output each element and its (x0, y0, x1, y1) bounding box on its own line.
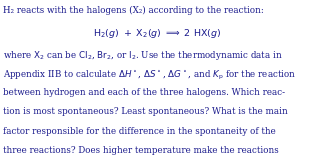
Text: three reactions? Does higher temperature make the reactions: three reactions? Does higher temperature… (3, 146, 279, 155)
Text: where $\mathrm{X_2}$ can be $\mathrm{Cl_2}$, $\mathrm{Br_2}$, or $\mathrm{I_2}$.: where $\mathrm{X_2}$ can be $\mathrm{Cl_… (3, 49, 283, 62)
Text: between hydrogen and each of the three halogens. Which reac-: between hydrogen and each of the three h… (3, 88, 285, 97)
Text: tion is most spontaneous? Least spontaneous? What is the main: tion is most spontaneous? Least spontane… (3, 107, 288, 116)
Text: H₂ reacts with the halogens (X₂) according to the reaction:: H₂ reacts with the halogens (X₂) accordi… (3, 6, 264, 15)
Text: $\mathrm{H_2}(\mathit{g})\ +\ \mathrm{X_2}(\mathit{g})\ \Longrightarrow\ 2\ \mat: $\mathrm{H_2}(\mathit{g})\ +\ \mathrm{X_… (93, 27, 221, 40)
Text: Appendix IIB to calculate $\Delta H^\circ$, $\Delta S^\circ$, $\Delta G^\circ$, : Appendix IIB to calculate $\Delta H^\cir… (3, 68, 296, 82)
Text: factor responsible for the difference in the spontaneity of the: factor responsible for the difference in… (3, 127, 276, 136)
